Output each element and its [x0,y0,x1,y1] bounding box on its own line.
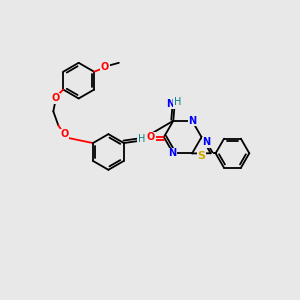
Text: H: H [138,134,146,144]
Text: N: N [166,99,174,109]
Text: N: N [202,137,211,147]
Text: S: S [197,151,206,161]
Text: N: N [188,116,196,126]
Text: H: H [174,97,181,107]
Text: O: O [147,132,155,142]
Text: O: O [51,94,59,103]
Text: O: O [101,62,109,72]
Text: O: O [60,129,68,139]
Text: N: N [168,148,176,158]
